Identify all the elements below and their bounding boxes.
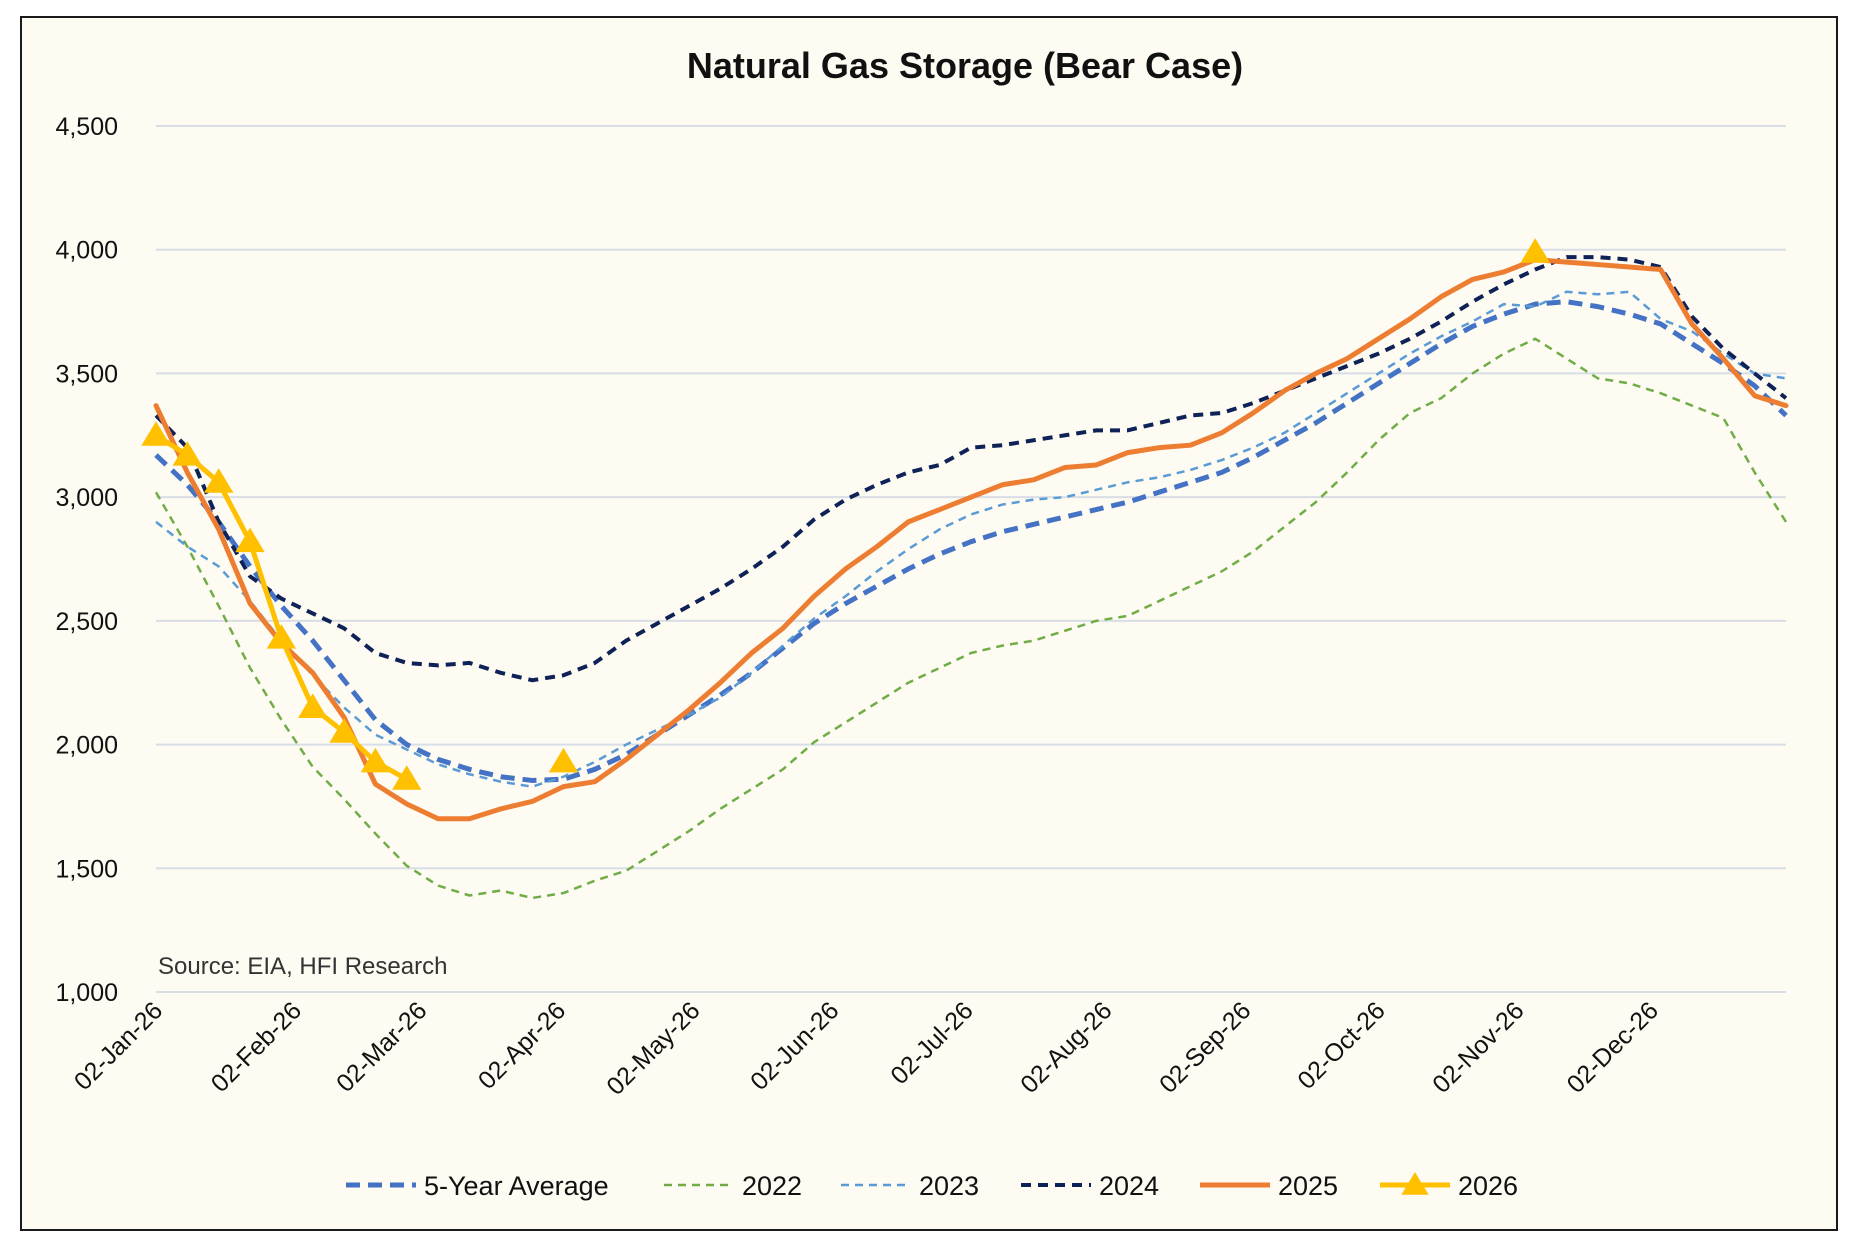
legend-item: 2025 bbox=[1200, 1171, 1338, 1201]
legend-label: 2026 bbox=[1458, 1171, 1518, 1201]
y-axis-ticks: 1,000 1,500 2,000 2,500 3,000 3,500 4,000 4,500 bbox=[55, 113, 118, 1007]
data-point-marker bbox=[235, 527, 265, 553]
y-tick-label: 3,000 bbox=[55, 484, 118, 512]
legend-item: 5-Year Average bbox=[346, 1171, 609, 1201]
series-2026 bbox=[141, 238, 1550, 790]
series-2022 bbox=[154, 337, 1788, 900]
y-tick-label: 4,000 bbox=[55, 237, 118, 265]
series-2025 bbox=[153, 257, 1789, 822]
data-point-marker bbox=[548, 747, 579, 773]
chart-title: Natural Gas Storage (Bear Case) bbox=[687, 45, 1243, 86]
series-2023 bbox=[155, 290, 1787, 788]
legend-item: 2023 bbox=[841, 1171, 979, 1201]
legend-item: 2022 bbox=[664, 1171, 802, 1201]
y-tick-label: 4,500 bbox=[55, 113, 118, 141]
y-tick-label: 2,000 bbox=[55, 732, 118, 760]
y-tick-label: 1,500 bbox=[55, 855, 118, 883]
gridlines bbox=[156, 125, 1786, 993]
series-line bbox=[154, 299, 1788, 783]
data-point-marker bbox=[203, 468, 234, 493]
legend-label: 5-Year Average bbox=[424, 1171, 609, 1201]
legend-label: 2022 bbox=[742, 1171, 802, 1201]
data-point-marker bbox=[392, 765, 422, 790]
y-tick-label: 1,000 bbox=[55, 979, 118, 1007]
legend-marker bbox=[1401, 1172, 1429, 1195]
data-point-marker bbox=[329, 718, 359, 743]
legend-label: 2024 bbox=[1099, 1171, 1159, 1201]
series-5-year-average bbox=[154, 299, 1788, 783]
series-line bbox=[154, 337, 1788, 900]
y-tick-label: 3,500 bbox=[55, 360, 118, 388]
y-tick-label: 2,500 bbox=[55, 608, 118, 636]
legend-item: 2024 bbox=[1021, 1171, 1159, 1201]
data-point-marker bbox=[172, 441, 203, 466]
legend-label: 2023 bbox=[919, 1171, 979, 1201]
source-note: Source: EIA, HFI Research bbox=[158, 953, 447, 980]
data-point-marker bbox=[360, 747, 391, 773]
data-point-marker bbox=[266, 624, 297, 649]
series-line bbox=[153, 257, 1789, 822]
data-point-marker bbox=[298, 693, 328, 718]
data-point-marker bbox=[1520, 238, 1550, 263]
chart-frame bbox=[20, 16, 1838, 1231]
legend: 5-Year Average 2022 2023 2024 2025 2026 bbox=[346, 1171, 1518, 1201]
legend-item: 2026 bbox=[1380, 1171, 1518, 1201]
series-group bbox=[141, 238, 1789, 900]
data-point-marker bbox=[141, 421, 171, 446]
legend-label: 2025 bbox=[1278, 1171, 1338, 1201]
series-line bbox=[155, 290, 1787, 788]
